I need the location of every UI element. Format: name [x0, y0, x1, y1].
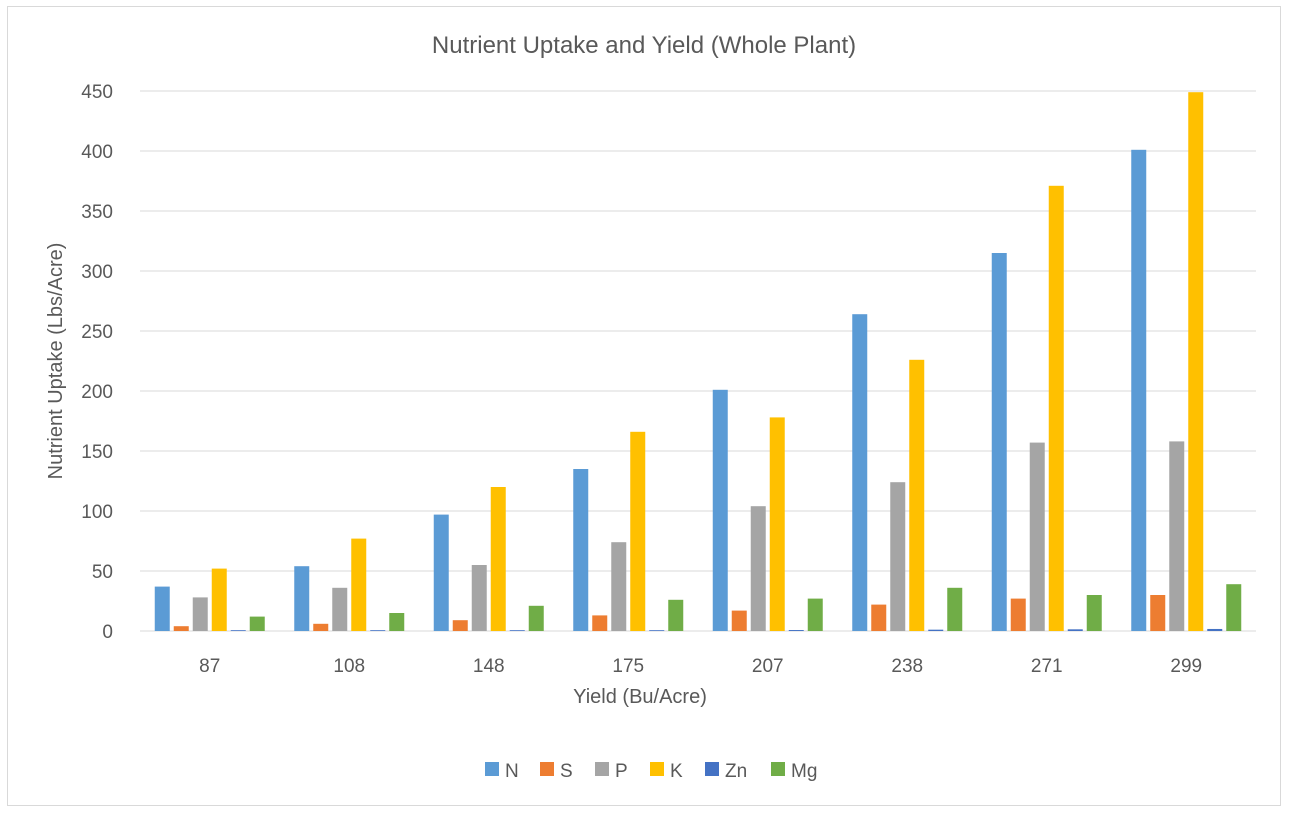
x-tick-label: 238	[891, 656, 923, 677]
y-axis-ticks: 0 50 100 150 200 250 300 350 400 450	[81, 82, 113, 643]
bar-mg-148	[528, 605, 544, 631]
bar-p-148	[471, 565, 487, 631]
bar-s-108	[313, 623, 329, 631]
y-axis-title: Nutrient Uptake (Lbs/Acre)	[45, 243, 67, 480]
y-tick-label: 0	[102, 622, 113, 643]
y-tick-label: 200	[81, 382, 113, 403]
bar-k-207	[769, 417, 785, 631]
legend-label-n: N	[505, 761, 519, 782]
y-tick-label: 300	[81, 262, 113, 283]
y-tick-label: 50	[92, 562, 113, 583]
bar-k-148	[490, 487, 506, 631]
x-tick-label: 271	[1031, 656, 1063, 677]
bar-p-175	[611, 542, 627, 631]
bar-mg-175	[668, 599, 684, 631]
bar-mg-271	[1086, 595, 1102, 631]
gridlines	[140, 90, 1256, 632]
bar-n-108	[294, 566, 310, 631]
bar-mg-108	[389, 613, 405, 631]
bar-k-108	[351, 538, 367, 631]
bar-s-175	[592, 615, 608, 631]
bar-k-271	[1048, 185, 1064, 632]
bar-s-207	[731, 610, 747, 631]
x-tick-label: 175	[612, 656, 644, 677]
bar-k-87	[211, 568, 227, 631]
x-tick-label: 299	[1170, 656, 1202, 677]
bar-s-271	[1010, 598, 1026, 631]
bar-zn-271	[1067, 629, 1083, 631]
bar-mg-87	[249, 616, 265, 631]
legend-label-k: K	[670, 761, 683, 782]
chart-title: Nutrient Uptake and Yield (Whole Plant)	[432, 32, 856, 59]
legend-swatch-p	[595, 762, 609, 776]
bar-k-175	[630, 431, 646, 631]
legend-label-s: S	[560, 761, 573, 782]
bar-zn-108	[370, 630, 386, 631]
legend-label-p: P	[615, 761, 628, 782]
legend-swatch-mg	[771, 762, 785, 776]
bar-p-108	[332, 587, 348, 631]
bar-mg-238	[947, 587, 963, 631]
bar-n-175	[573, 469, 589, 631]
bar-s-148	[452, 620, 468, 631]
bar-zn-299	[1207, 628, 1223, 631]
legend-swatch-s	[540, 762, 554, 776]
bar-p-238	[890, 482, 906, 631]
bar-zn-238	[928, 629, 944, 631]
bar-zn-175	[649, 630, 665, 631]
legend-label-zn: Zn	[725, 761, 747, 782]
y-tick-label: 150	[81, 442, 113, 463]
legend-swatch-k	[650, 762, 664, 776]
bar-n-271	[991, 253, 1007, 631]
bar-s-238	[871, 604, 887, 631]
x-tick-label: 207	[752, 656, 784, 677]
bar-k-299	[1188, 92, 1204, 631]
legend-swatch-zn	[705, 762, 719, 776]
bar-p-207	[750, 506, 766, 631]
bar-k-238	[909, 359, 925, 631]
x-tick-label: 148	[473, 656, 505, 677]
bar-p-271	[1029, 442, 1045, 631]
legend: N S P K Zn Mg	[485, 761, 817, 782]
bar-mg-299	[1226, 584, 1242, 631]
bar-n-148	[433, 514, 449, 631]
bar-zn-207	[788, 630, 804, 631]
y-tick-label: 400	[81, 142, 113, 163]
bar-p-87	[192, 597, 208, 631]
x-tick-label: 87	[199, 656, 220, 677]
y-tick-label: 450	[81, 82, 113, 103]
x-axis-ticks: 87 108 148 175 207 238 271 299	[199, 656, 1202, 677]
bar-zn-87	[230, 630, 246, 631]
bar-n-299	[1131, 149, 1147, 632]
bar-n-238	[852, 314, 868, 631]
y-tick-label: 250	[81, 322, 113, 343]
y-tick-label: 350	[81, 202, 113, 223]
bar-n-87	[154, 586, 170, 631]
bar-s-299	[1150, 595, 1166, 631]
bar-n-207	[712, 389, 728, 631]
x-tick-label: 108	[333, 656, 365, 677]
bar-mg-207	[807, 598, 823, 631]
bar-zn-148	[509, 630, 525, 631]
bar-p-299	[1169, 441, 1185, 631]
bars	[154, 92, 1242, 632]
legend-swatch-n	[485, 762, 499, 776]
x-axis-title: Yield (Bu/Acre)	[573, 686, 707, 708]
chart-frame	[7, 6, 1281, 806]
legend-label-mg: Mg	[791, 761, 817, 782]
y-tick-label: 100	[81, 502, 113, 523]
bar-s-87	[173, 626, 189, 631]
